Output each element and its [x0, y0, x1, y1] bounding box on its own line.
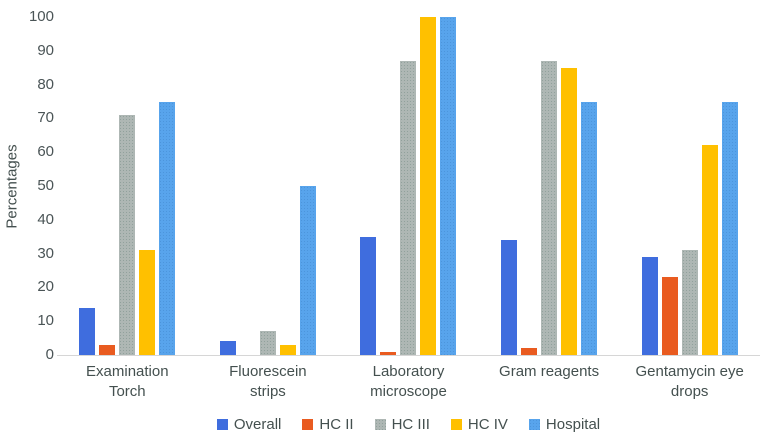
- legend-label: HC IV: [467, 416, 508, 433]
- bar-hc-ii: [99, 344, 116, 355]
- y-tick-label: 40: [37, 210, 54, 228]
- legend-label: Hospital: [545, 416, 601, 433]
- x-category-label: Examination Torch: [86, 363, 169, 400]
- x-category-label: Fluorescein strips: [229, 363, 307, 400]
- y-tick-label: 10: [37, 312, 54, 330]
- bar-hc-ii: [380, 351, 397, 355]
- bar-hc-iii: [259, 331, 276, 355]
- bar-hc-iv: [561, 67, 578, 355]
- x-category-label: Laboratory microscope: [370, 363, 447, 400]
- bar-hc-iv: [420, 17, 437, 355]
- bar-hc-iii: [400, 60, 417, 355]
- y-tick-label: 60: [37, 143, 54, 161]
- bar-group: [619, 17, 760, 355]
- y-tick-label: 100: [28, 8, 54, 25]
- legend-label: Overall: [233, 416, 282, 433]
- bar-hc-ii: [661, 277, 678, 355]
- y-axis-title: Percentages: [3, 144, 21, 229]
- bar-hc-iv: [701, 145, 718, 355]
- legend-item: HC III: [374, 416, 430, 433]
- bar-hospital: [299, 186, 316, 355]
- bar-overall: [360, 236, 377, 355]
- bar-overall: [641, 256, 658, 355]
- x-category-label: Gentamycin eye drops: [635, 363, 744, 400]
- x-category-label: Gram reagents: [499, 363, 600, 380]
- y-tick-label: 80: [37, 75, 54, 93]
- bar-overall: [501, 240, 518, 355]
- legend-swatch-icon: [374, 419, 386, 430]
- bar-hospital: [440, 17, 457, 355]
- bar-hospital: [581, 101, 598, 355]
- legend-swatch-icon: [216, 419, 228, 430]
- y-tick-label: 50: [37, 177, 54, 194]
- y-axis: 0 10 20 30 40 50 60 70 80 90 100: [20, 8, 54, 363]
- bar-hc-iii: [681, 250, 698, 355]
- bar-group: [338, 17, 479, 355]
- bar-hc-iii: [541, 60, 558, 355]
- y-tick-label: 30: [37, 244, 54, 262]
- bar-overall: [79, 307, 96, 355]
- bar-hc-iv: [139, 250, 156, 355]
- legend: Overall HC II HC III HC IV Hospital: [57, 416, 760, 433]
- y-tick-label: 20: [37, 278, 54, 296]
- bar-group: [479, 17, 620, 355]
- bar-hc-iv: [279, 344, 296, 355]
- y-tick-label: 0: [45, 346, 54, 363]
- bar-hc-ii: [521, 348, 538, 355]
- bar-group: [198, 17, 339, 355]
- legend-swatch-icon: [528, 419, 540, 430]
- legend-item: HC IV: [450, 416, 508, 433]
- y-tick-label: 90: [37, 41, 54, 59]
- plot-area: [57, 17, 760, 356]
- legend-item: HC II: [302, 416, 354, 433]
- legend-swatch-icon: [302, 419, 314, 430]
- bar-group: [57, 17, 198, 355]
- y-tick-label: 70: [37, 109, 54, 127]
- legend-swatch-icon: [450, 419, 462, 430]
- bar-hospital: [721, 101, 738, 355]
- legend-label: HC II: [319, 416, 354, 433]
- bar-hospital: [159, 101, 176, 355]
- x-axis-labels: Examination Torch Fluorescein strips Labor…: [57, 362, 760, 401]
- legend-label: HC III: [391, 416, 430, 433]
- legend-item: Overall: [216, 416, 282, 433]
- bar-overall: [219, 341, 236, 355]
- legend-item: Hospital: [528, 416, 601, 433]
- bar-hc-iii: [119, 115, 136, 355]
